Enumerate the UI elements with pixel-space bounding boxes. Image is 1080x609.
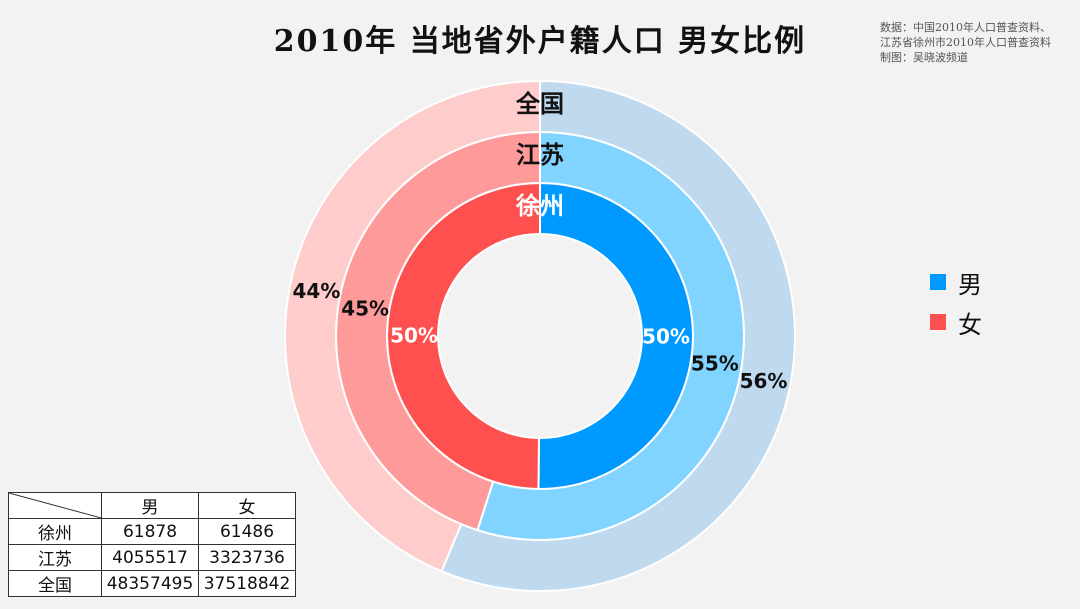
ring-label-江苏: 江苏 <box>516 141 564 169</box>
donut-arcs <box>284 79 796 592</box>
chart-title: 2010年 当地省外户籍人口 男女比例 <box>273 24 807 59</box>
donut-slice-全国-female <box>284 79 541 573</box>
table-header-male: 男 <box>101 492 199 519</box>
source-line-1: 数据：中国2010年人口普查资料、 <box>880 21 1051 34</box>
percent-label-全国-female: 44% <box>293 279 341 303</box>
table-cell-female: 61486 <box>198 518 296 545</box>
legend-label-male: 男 <box>958 270 982 299</box>
table-row: 全国 48357495 37518842 <box>8 570 296 597</box>
source-note: 数据：中国2010年人口普查资料、 江苏省徐州市2010年人口普查资料 制图：吴… <box>880 20 1076 65</box>
donut-slice-全国-male <box>440 79 796 592</box>
table-cell-region: 江苏 <box>8 544 102 571</box>
population-table: 男 女 徐州 61878 61486 江苏 4055517 3323736 全国… <box>8 492 296 597</box>
percent-label-徐州-female: 50% <box>390 323 438 347</box>
table-row: 江苏 4055517 3323736 <box>8 544 296 571</box>
table-cell-male: 4055517 <box>101 544 199 571</box>
diagonal-divider <box>9 493 105 519</box>
source-line-3: 制图：吴晓波频道 <box>880 51 968 64</box>
percent-label-徐州-male: 50% <box>642 325 690 349</box>
source-line-2: 江苏省徐州市2010年人口普查资料 <box>880 36 1051 49</box>
table-cell-female: 37518842 <box>198 570 296 597</box>
legend-swatch-female <box>930 314 946 330</box>
table-corner-cell <box>8 492 105 519</box>
table-row: 徐州 61878 61486 <box>8 518 296 545</box>
donut-labels: 50% 50% 徐州 55% 45% 江苏 56% 44% 全国 <box>293 90 788 393</box>
ring-label-徐州: 徐州 <box>515 192 564 220</box>
percent-label-江苏-male: 55% <box>691 351 739 375</box>
table-cell-region: 全国 <box>8 570 102 597</box>
legend: 男 女 <box>930 262 982 342</box>
table-header-female: 女 <box>198 492 296 519</box>
ring-label-全国: 全国 <box>515 90 564 118</box>
legend-swatch-male <box>930 274 946 290</box>
table-cell-male: 61878 <box>101 518 199 545</box>
legend-label-female: 女 <box>958 310 982 339</box>
table-header-row: 男 女 <box>8 492 296 519</box>
legend-item-male: 男 <box>930 262 982 302</box>
table-cell-region: 徐州 <box>8 518 102 545</box>
legend-item-female: 女 <box>930 302 982 342</box>
table-cell-male: 48357495 <box>101 570 199 597</box>
percent-label-全国-male: 56% <box>740 369 788 393</box>
percent-label-江苏-female: 45% <box>341 297 389 321</box>
table-cell-female: 3323736 <box>198 544 296 571</box>
